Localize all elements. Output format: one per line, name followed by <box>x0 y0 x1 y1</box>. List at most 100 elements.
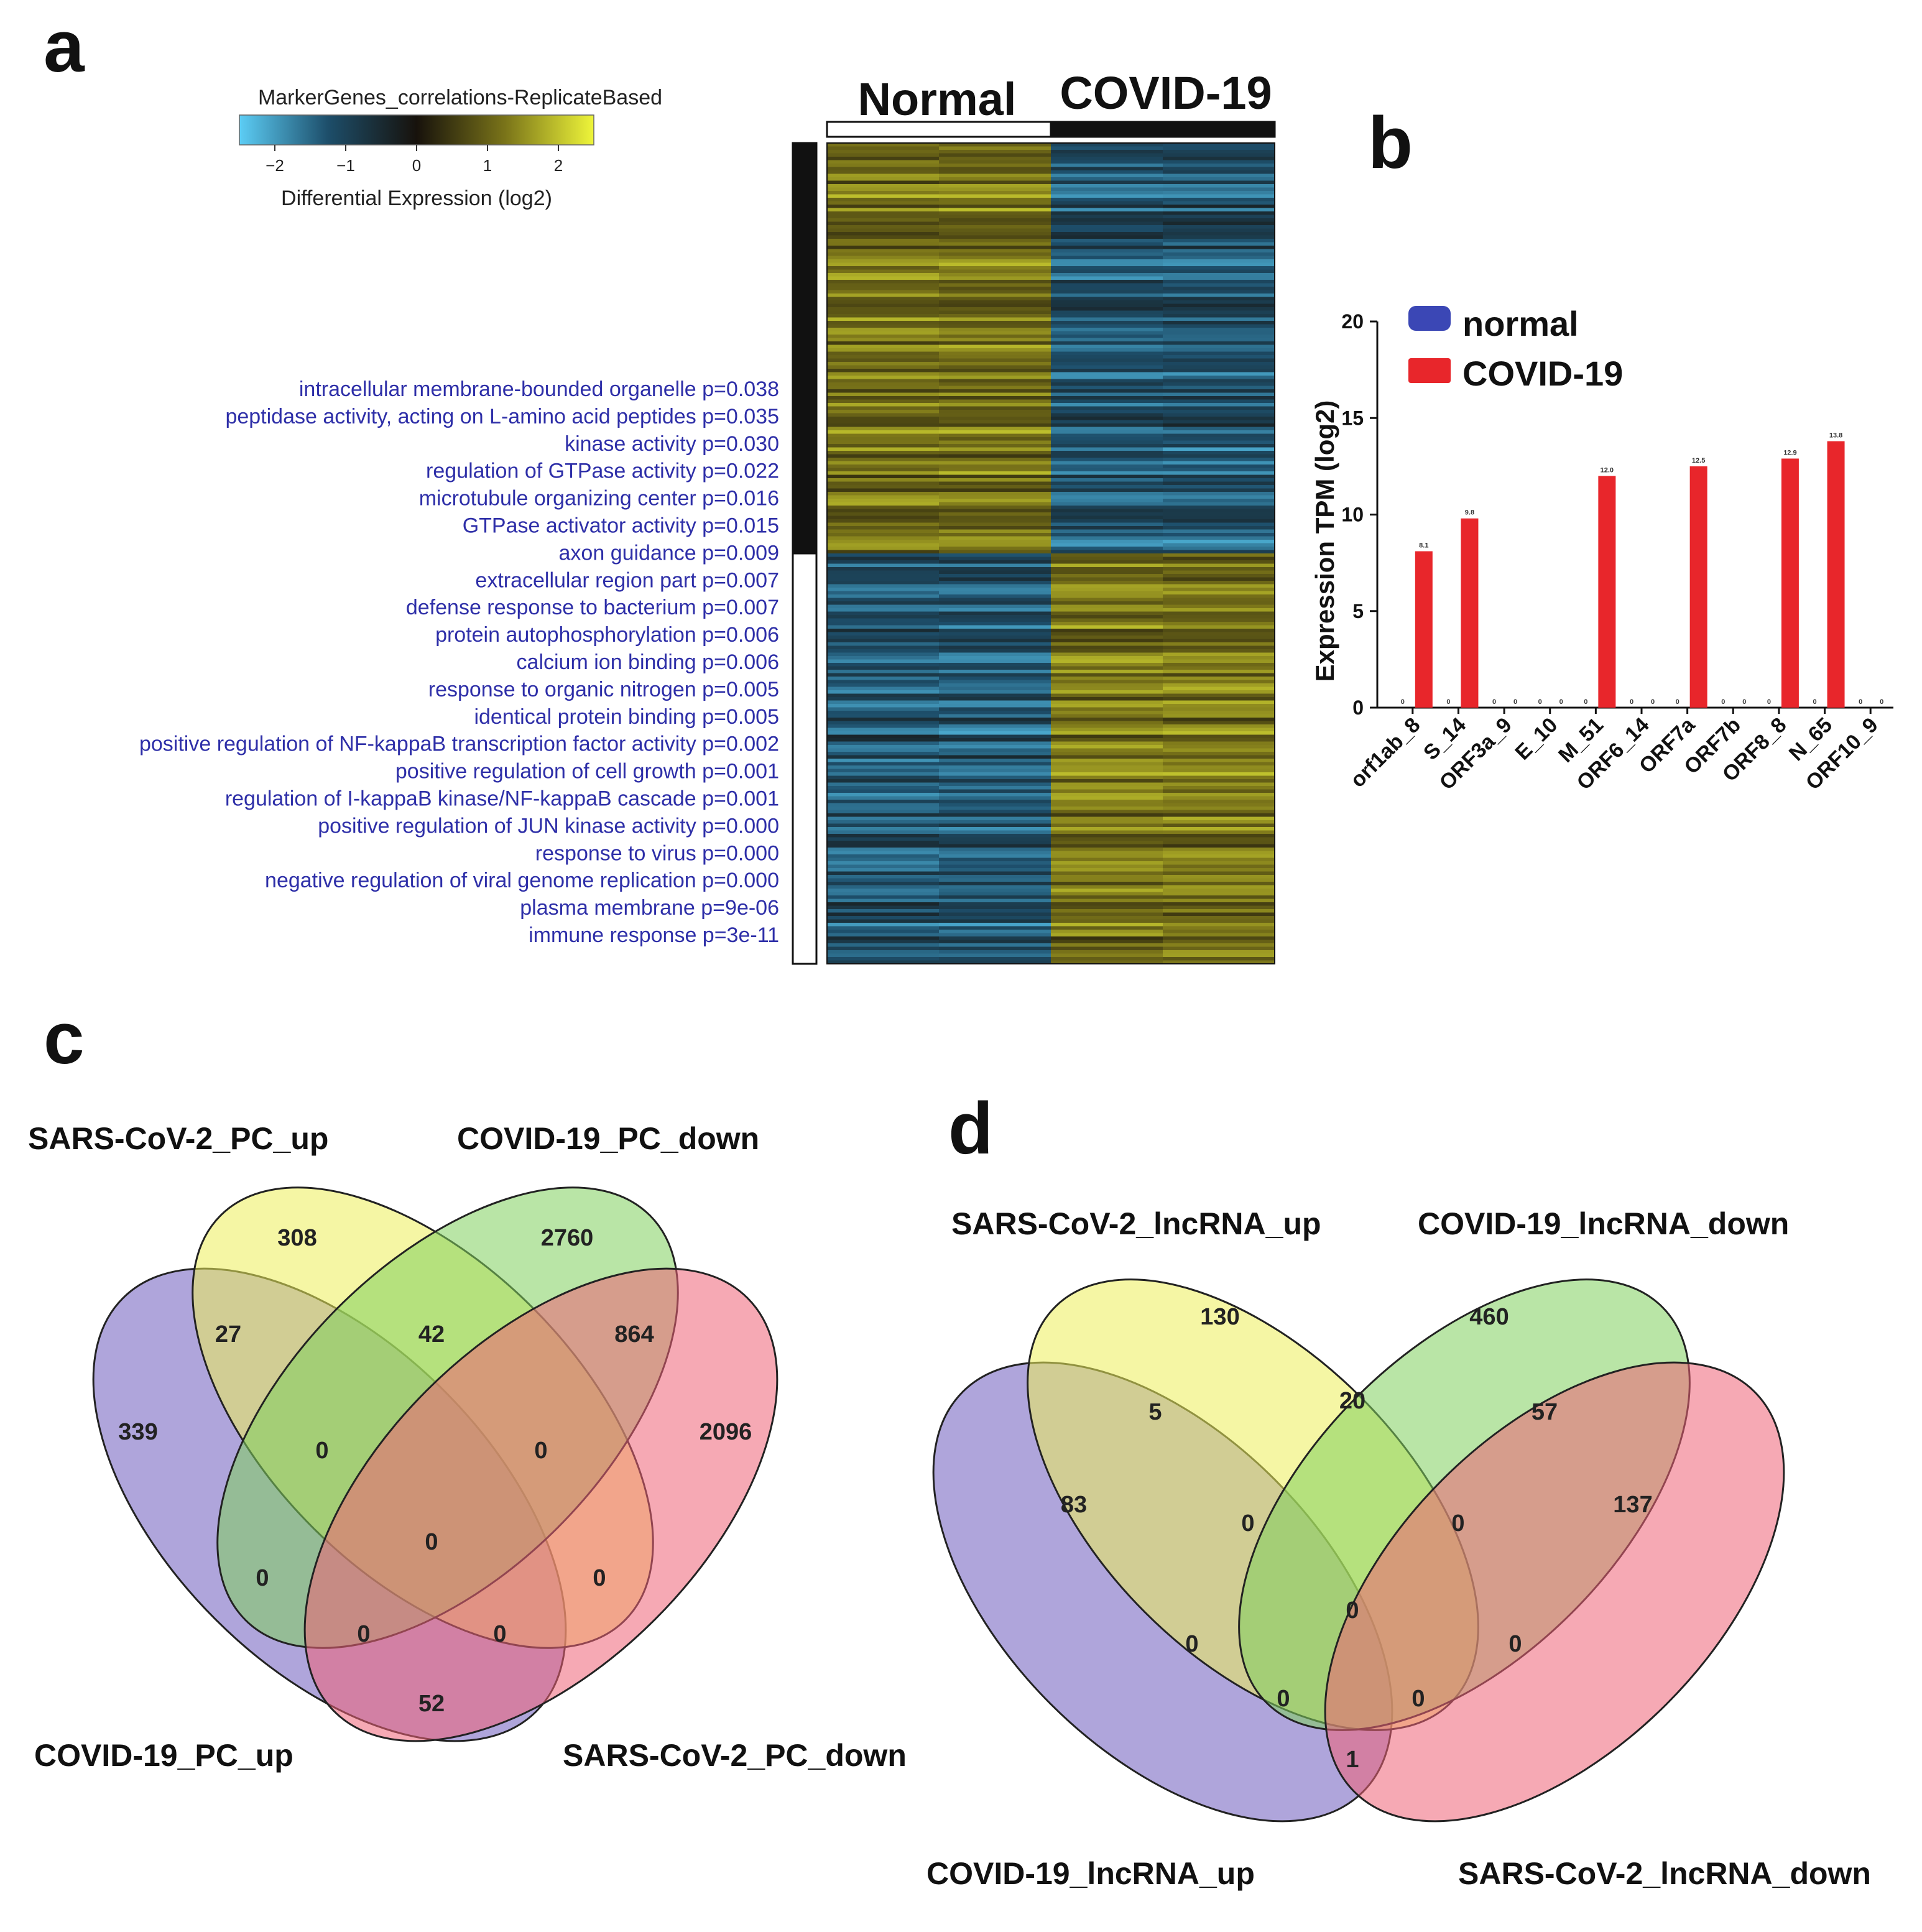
heatmap-cell <box>939 372 1051 376</box>
venn-d-count-bd: 0 <box>1451 1510 1464 1537</box>
heatmap-cell <box>1051 454 1163 458</box>
heatmap-cell <box>939 376 1051 380</box>
heatmap-cell <box>939 550 1051 554</box>
heatmap-cell <box>1051 577 1163 581</box>
heatmap-cell <box>1163 816 1275 821</box>
heatmap-cell <box>827 800 940 804</box>
heatmap-cell <box>1051 509 1163 513</box>
heatmap-cell <box>939 314 1051 318</box>
heatmap-cell <box>1163 693 1275 698</box>
heatmap-cell <box>1163 406 1275 410</box>
heatmap-cell <box>939 536 1051 540</box>
heatmap-cell <box>827 519 940 524</box>
heatmap-cell <box>827 287 940 291</box>
heatmap-cell <box>939 485 1051 489</box>
heatmap-cell <box>1051 673 1163 677</box>
heatmap-cell <box>827 225 940 229</box>
heatmap-cell <box>1163 625 1275 629</box>
heatmap-cell <box>1163 225 1275 229</box>
heatmap-cell <box>1163 536 1275 540</box>
heatmap-cell <box>1163 437 1275 441</box>
heatmap-cell <box>827 266 940 270</box>
heatmap-cell <box>1051 834 1163 838</box>
heatmap-cell <box>939 235 1051 239</box>
heatmap-cell <box>1051 208 1163 212</box>
heatmap-cell <box>1051 902 1163 907</box>
heatmap-cell <box>1051 187 1163 192</box>
heatmap-cell <box>1051 256 1163 260</box>
heatmap-cell <box>939 317 1051 321</box>
heatmap-cell <box>1051 458 1163 462</box>
heatmap-cell <box>1051 180 1163 185</box>
heatmap-cell <box>1163 256 1275 260</box>
heatmap-cell <box>827 533 940 537</box>
heatmap-cell <box>1163 529 1275 534</box>
heatmap-cell <box>1163 153 1275 157</box>
heatmap-cell <box>1051 875 1163 879</box>
heatmap-cell <box>1051 864 1163 869</box>
heatmap-cell <box>1163 700 1275 705</box>
heatmap-cell <box>939 506 1051 510</box>
heatmap-cell <box>827 601 940 606</box>
heatmap-cell <box>1163 478 1275 483</box>
heatmap-cell <box>1051 413 1163 417</box>
heatmap-cell <box>1051 714 1163 718</box>
heatmap-cell <box>1163 215 1275 219</box>
heatmap-cell <box>827 916 940 920</box>
covid-column-bar <box>1050 121 1276 138</box>
heatmap-cell <box>827 454 940 458</box>
bar-value-label: 0 <box>1513 698 1517 706</box>
heatmap-cell <box>939 581 1051 585</box>
heatmap-cell <box>827 184 940 188</box>
heatmap-cell <box>827 752 940 756</box>
heatmap-cell <box>939 211 1051 216</box>
heatmap-cell <box>827 194 940 198</box>
heatmap-cell <box>939 608 1051 612</box>
heatmap-cell <box>1051 403 1163 407</box>
heatmap-cell <box>827 167 940 171</box>
panel-letter-c: c <box>44 997 85 1079</box>
heatmap-cell <box>939 335 1051 339</box>
heatmap-cell <box>827 344 940 349</box>
heatmap-cell <box>827 629 940 633</box>
heatmap-cell <box>827 861 940 866</box>
heatmap-cell <box>1163 451 1275 455</box>
heatmap-cell <box>1051 574 1163 578</box>
heatmap-cell <box>1051 303 1163 308</box>
heatmap-cell <box>1163 259 1275 264</box>
heatmap-cell <box>1163 905 1275 910</box>
heatmap-cell <box>1051 335 1163 339</box>
heatmap-cell <box>1163 273 1275 277</box>
heatmap-cell <box>1163 734 1275 739</box>
heatmap-cell <box>1163 280 1275 284</box>
heatmap-cell <box>827 540 940 544</box>
heatmap-cell <box>827 557 940 561</box>
heatmap-cell <box>1163 317 1275 321</box>
legend-swatch-covid <box>1408 358 1451 383</box>
heatmap-cell <box>939 262 1051 267</box>
heatmap-cell <box>1163 639 1275 643</box>
heatmap-cell <box>1163 170 1275 175</box>
heatmap-cell <box>939 772 1051 777</box>
heatmap-cell <box>939 300 1051 305</box>
heatmap-cell <box>939 369 1051 373</box>
bar-value-label: 12.5 <box>1692 457 1705 465</box>
venn-c-count-abc: 0 <box>256 1565 269 1591</box>
heatmap-cell <box>1163 533 1275 537</box>
heatmap-cell <box>1163 283 1275 287</box>
heatmap-cell <box>1051 895 1163 900</box>
heatmap-cell <box>939 215 1051 219</box>
heatmap-cell <box>1163 331 1275 335</box>
heatmap-cell <box>827 919 940 923</box>
heatmap-cell <box>939 563 1051 568</box>
go-term: protein autophosphorylation p=0.006 <box>435 623 779 647</box>
heatmap-cell <box>1051 365 1163 369</box>
heatmap-cell <box>827 232 940 236</box>
heatmap-cell <box>1163 242 1275 246</box>
heatmap-cell <box>1163 146 1275 150</box>
heatmap-cell <box>939 899 1051 903</box>
heatmap-cell <box>939 683 1051 688</box>
heatmap-cell <box>1051 519 1163 524</box>
venn-c-count-b_only: 308 <box>277 1225 316 1251</box>
bar-value-label: 0 <box>1630 698 1633 706</box>
